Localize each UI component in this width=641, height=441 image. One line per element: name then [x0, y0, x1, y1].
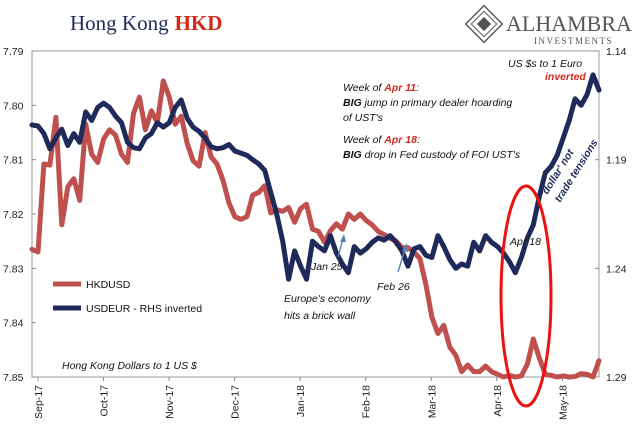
annotation-feb26: Feb 26 [377, 281, 410, 293]
right-axis-label: US $s to 1 Euro [508, 58, 582, 70]
arrow-jan25-icon [337, 234, 346, 258]
annotation-jan25-line2: Europe's economy [284, 293, 371, 305]
left-tick-label: 7.80 [3, 100, 24, 112]
x-axis: Sep-17 Oct-17 Nov-17 Dec-17 Jan-18 Feb-18 Mar-… [33, 377, 569, 420]
logo-name: ALHAMBRA [506, 11, 632, 36]
logo-diamond-icon [464, 4, 504, 44]
series-line-hkdusd [29, 78, 602, 380]
left-tick-label: 7.85 [3, 372, 24, 384]
x-tick-label: Sep-17 [33, 385, 45, 419]
annotation-apr11-line2: BIG jump in primary dealer hoarding [343, 97, 512, 109]
annotation-apr11-line1: Week of Apr 11: [343, 82, 419, 94]
x-tick-label: Oct-17 [99, 385, 111, 417]
left-tick-label: 7.81 [3, 155, 24, 167]
annotation-apr18-marker: Apr 18 [509, 236, 541, 248]
left-tick-label: 7.82 [3, 209, 24, 221]
legend-label-usdeur: USDEUR - RHS inverted [86, 303, 202, 315]
left-tick-label: 7.79 [3, 46, 24, 58]
right-tick-label: 1.29 [606, 372, 627, 384]
x-tick-label: Dec-17 [230, 385, 242, 419]
annotation-apr11-line3: of UST's [343, 112, 384, 124]
x-tick-label: Jan-18 [295, 385, 307, 417]
annotation-jan25-line3: hits a brick wall [284, 310, 356, 322]
annotation-jan25-date: Jan 25 [310, 261, 343, 273]
x-tick-label: Feb-18 [361, 385, 373, 418]
left-tick-label: 7.84 [3, 318, 24, 330]
right-tick-label: 1.14 [606, 46, 627, 58]
series-line-usdeur [29, 72, 602, 282]
legend-label-hkdusd: HKDUSD [86, 279, 131, 291]
annotation-apr18-line1: Week of Apr 18: [343, 134, 420, 146]
highlight-ellipse [499, 184, 553, 408]
arrow-feb26-icon [397, 243, 408, 273]
left-axis: 7.79 7.80 7.81 7.82 7.83 7.84 7.85 [3, 46, 36, 384]
right-tick-label: 1.19 [606, 155, 627, 167]
chart-title-main: Hong Kong [70, 11, 169, 35]
annotation-hk-dollars: Hong Kong Dollars to 1 US $ [62, 360, 197, 372]
right-tick-label: 1.24 [606, 263, 627, 275]
legend: HKDUSD USDEUR - RHS inverted [53, 279, 202, 315]
x-tick-label: Nov-17 [164, 385, 176, 419]
annotation-apr18-line2: BIG drop in Fed custody of FOI UST's [343, 149, 521, 161]
alhambra-logo: ALHAMBRA INVESTMENTS [464, 4, 632, 46]
plot-area [31, 50, 600, 378]
x-tick-label: Apr-18 [492, 385, 504, 417]
left-tick-label: 7.83 [3, 263, 24, 275]
chart-title-accent: HKD [175, 11, 223, 35]
right-axis: 1.14 1.19 1.24 1.29 [595, 46, 627, 384]
logo-subtitle: INVESTMENTS [534, 36, 613, 46]
right-axis-label-accent: inverted [545, 71, 586, 83]
x-tick-label: Mar-18 [426, 385, 438, 418]
x-tick-label: May-18 [557, 385, 569, 420]
